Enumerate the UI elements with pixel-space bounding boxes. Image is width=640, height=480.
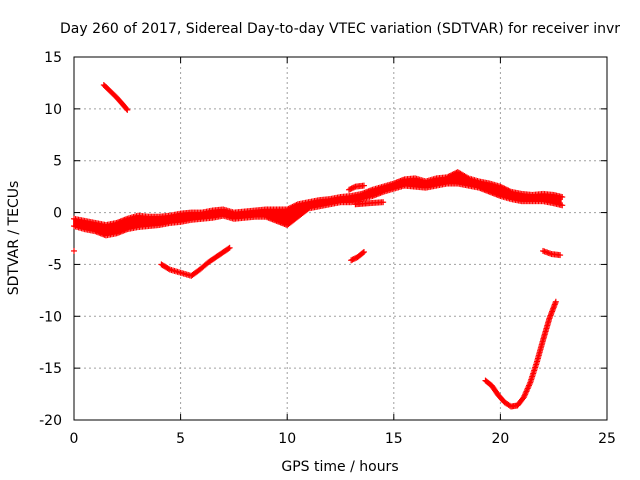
data-point <box>360 248 367 255</box>
series-right-fragment <box>540 247 564 259</box>
data-point <box>71 247 77 254</box>
y-tick-label: 5 <box>53 154 62 170</box>
data-point <box>177 269 193 279</box>
x-tick-label: 15 <box>385 431 403 447</box>
data-point <box>360 182 367 189</box>
data-point <box>124 106 131 113</box>
data-point <box>533 338 546 366</box>
y-tick-label: -5 <box>48 257 62 273</box>
chart-title: Day 260 of 2017, Sidereal Day-to-day VTE… <box>60 21 620 37</box>
series-lower-dip <box>158 244 233 279</box>
data-point <box>559 202 566 209</box>
data-point <box>113 94 126 107</box>
axis-ticks <box>73 56 608 421</box>
plot-frame <box>73 56 608 421</box>
data-point <box>482 377 494 388</box>
y-tick-label: -20 <box>39 413 62 429</box>
series-mid-fragment <box>348 248 367 264</box>
data-point <box>226 244 233 251</box>
data-point <box>166 266 183 276</box>
x-tick-labels: 0 5 10 15 20 25 <box>70 431 616 447</box>
data-point <box>548 251 562 258</box>
data-marks <box>71 82 566 410</box>
data-point <box>540 247 554 257</box>
data-point <box>552 298 559 305</box>
x-axis-label: GPS time / hours <box>281 459 398 475</box>
y-tick-label: 0 <box>53 206 62 222</box>
y-tick-label: 15 <box>44 50 62 66</box>
x-tick-label: 0 <box>70 431 79 447</box>
y-tick-labels: 15 10 5 0 -5 -10 -15 -20 <box>39 50 62 429</box>
series-lower-mid-fragment <box>352 199 387 208</box>
data-point <box>546 300 559 322</box>
data-point <box>215 245 232 259</box>
data-point <box>380 199 387 206</box>
y-axis-label: SDTVAR / TECUs <box>6 181 22 296</box>
series-deep-v <box>482 298 559 410</box>
x-tick-label: 10 <box>278 431 296 447</box>
x-tick-label: 20 <box>491 431 509 447</box>
series-upper-mid-fragment <box>346 182 367 193</box>
x-tick-label: 25 <box>598 431 616 447</box>
data-point <box>527 361 540 386</box>
data-point <box>520 381 533 401</box>
data-point <box>540 316 553 344</box>
x-tick-label: 5 <box>176 431 185 447</box>
series-main-band-fill <box>73 172 562 236</box>
data-point <box>158 261 172 272</box>
y-tick-label: 10 <box>44 102 62 118</box>
y-tick-label: -15 <box>39 361 62 377</box>
data-point <box>557 252 564 259</box>
series-upper-left-arc <box>100 82 131 113</box>
series-left-isolated <box>71 247 77 254</box>
data-point <box>348 254 360 264</box>
y-tick-label: -10 <box>39 309 62 325</box>
grid <box>74 57 607 420</box>
data-point <box>346 184 358 193</box>
